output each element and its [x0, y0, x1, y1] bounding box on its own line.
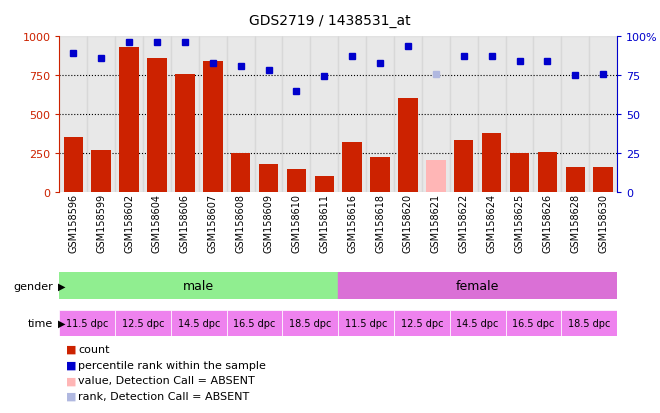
Bar [538, 152, 557, 192]
Bar [282, 37, 310, 192]
Bar [589, 37, 617, 192]
Text: GDS2719 / 1438531_at: GDS2719 / 1438531_at [249, 14, 411, 28]
Bar [310, 37, 338, 192]
Text: 16.5 dpc: 16.5 dpc [512, 318, 554, 328]
Bar [315, 177, 334, 192]
Bar [343, 142, 362, 192]
Text: 12.5 dpc: 12.5 dpc [401, 318, 443, 328]
Bar [171, 37, 199, 192]
Bar [506, 37, 533, 192]
Text: 11.5 dpc: 11.5 dpc [345, 318, 387, 328]
Bar [286, 170, 306, 192]
Bar [63, 138, 83, 192]
Bar [147, 59, 167, 192]
Bar [426, 161, 446, 192]
Bar [450, 37, 478, 192]
Bar [231, 153, 250, 192]
Bar [370, 157, 390, 192]
Text: 14.5 dpc: 14.5 dpc [178, 318, 220, 328]
Text: female: female [456, 280, 500, 292]
Bar [566, 168, 585, 192]
Bar [338, 37, 366, 192]
Bar [59, 273, 338, 299]
Bar [561, 310, 617, 337]
Bar [338, 273, 617, 299]
Bar [199, 37, 227, 192]
Bar [510, 153, 529, 192]
Bar [92, 150, 111, 192]
Bar [255, 37, 282, 192]
Bar [394, 310, 450, 337]
Text: 18.5 dpc: 18.5 dpc [289, 318, 331, 328]
Bar [593, 167, 613, 192]
Bar [203, 62, 222, 192]
Text: value, Detection Call = ABSENT: value, Detection Call = ABSENT [78, 375, 255, 385]
Bar [366, 37, 394, 192]
Bar [398, 99, 418, 192]
Bar [282, 310, 338, 337]
Text: 14.5 dpc: 14.5 dpc [457, 318, 499, 328]
Bar [533, 37, 561, 192]
Bar [59, 37, 87, 192]
Text: gender: gender [13, 281, 53, 291]
Bar [171, 310, 227, 337]
Bar [227, 310, 282, 337]
Text: time: time [28, 318, 53, 328]
Text: 18.5 dpc: 18.5 dpc [568, 318, 610, 328]
Text: ■: ■ [66, 391, 77, 401]
Bar [115, 37, 143, 192]
Bar [422, 37, 450, 192]
Bar [175, 74, 195, 192]
Bar [561, 37, 589, 192]
Bar [143, 37, 171, 192]
Text: ■: ■ [66, 375, 77, 385]
Text: 16.5 dpc: 16.5 dpc [234, 318, 276, 328]
Text: male: male [183, 280, 214, 292]
Bar [338, 310, 394, 337]
Bar [115, 310, 171, 337]
Text: ■: ■ [66, 344, 77, 354]
Text: ▶: ▶ [58, 281, 65, 291]
Text: ■: ■ [66, 360, 77, 370]
Text: percentile rank within the sample: percentile rank within the sample [78, 360, 266, 370]
Bar [506, 310, 561, 337]
Text: 11.5 dpc: 11.5 dpc [66, 318, 108, 328]
Bar [227, 37, 255, 192]
Bar [454, 141, 473, 192]
Bar [482, 133, 502, 192]
Bar [450, 310, 506, 337]
Text: 12.5 dpc: 12.5 dpc [122, 318, 164, 328]
Bar [119, 48, 139, 192]
Text: rank, Detection Call = ABSENT: rank, Detection Call = ABSENT [78, 391, 249, 401]
Bar [59, 310, 116, 337]
Text: count: count [78, 344, 110, 354]
Bar [87, 37, 116, 192]
Bar [478, 37, 506, 192]
Text: ▶: ▶ [58, 318, 65, 328]
Bar [259, 164, 279, 192]
Bar [394, 37, 422, 192]
